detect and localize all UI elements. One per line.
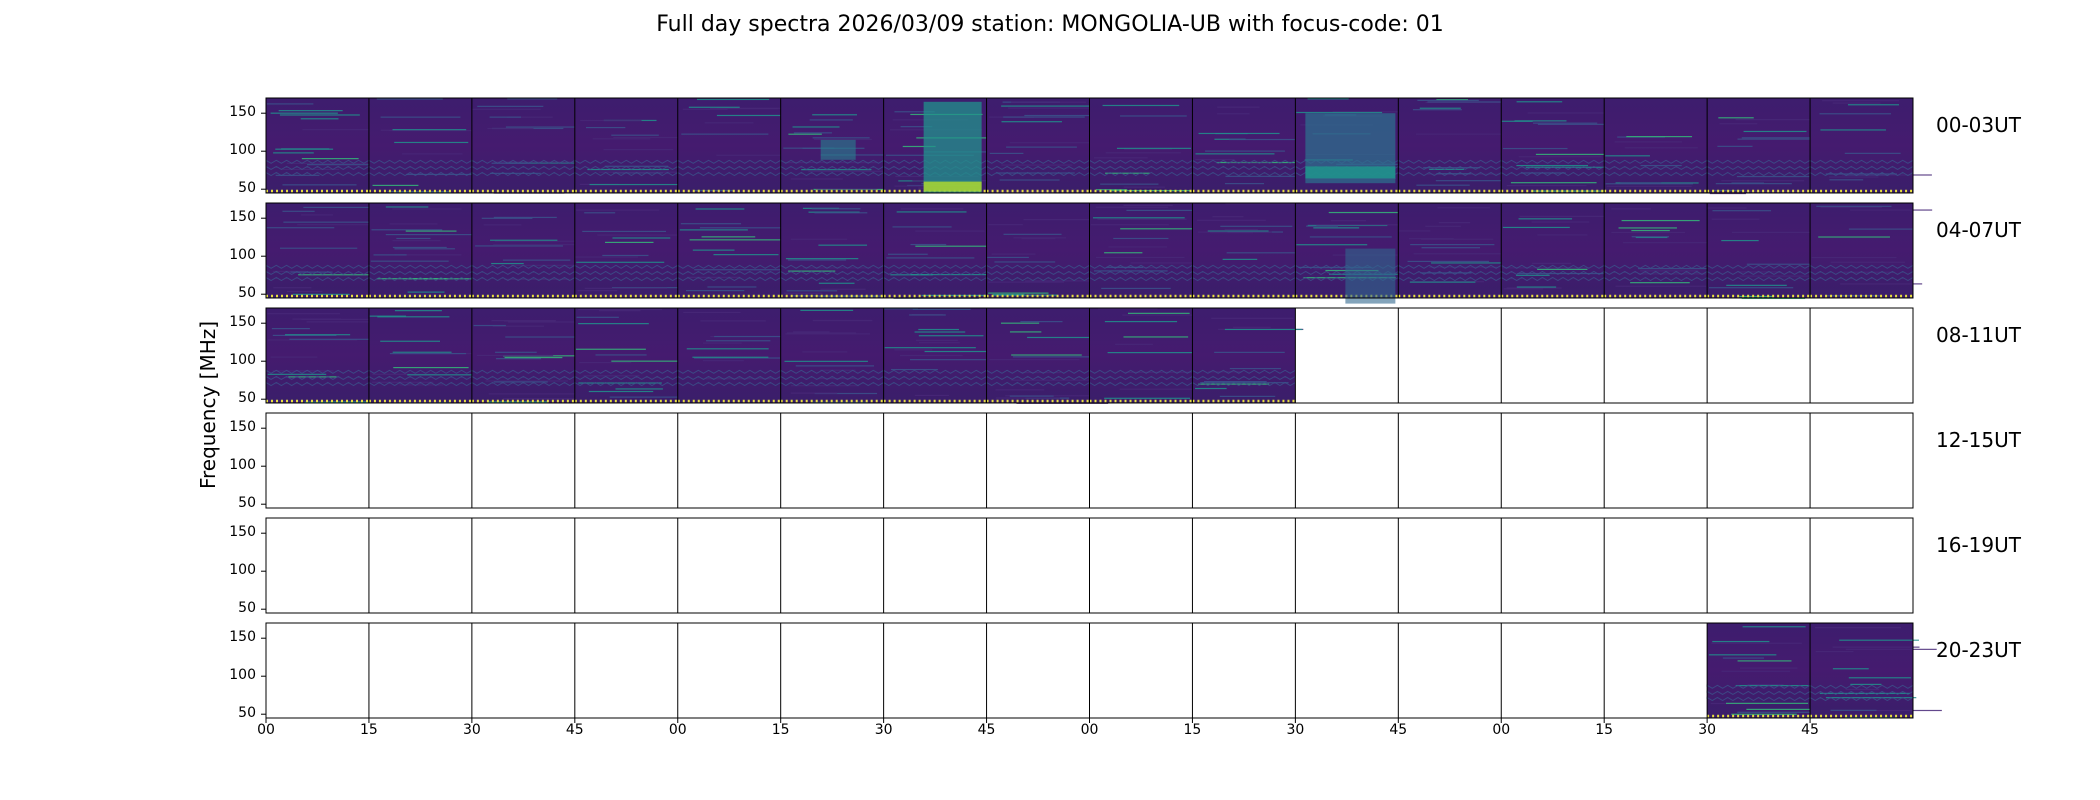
spectrogram-panel <box>1706 623 1823 718</box>
y-tick-label: 150 <box>229 419 256 436</box>
spectrogram-panel <box>574 308 684 403</box>
spectrogram-panel <box>1500 98 1621 193</box>
y-tick-label: 150 <box>229 524 256 541</box>
x-tick-label: 15 <box>1183 722 1202 738</box>
spectrogram-panel <box>677 98 808 193</box>
spectrogram-panel <box>368 308 497 404</box>
spectrogram-panel <box>368 98 479 193</box>
y-tick-label: 100 <box>229 667 256 684</box>
row-label: 12-15UT <box>1936 428 2021 452</box>
y-tick-label: 50 <box>238 390 256 407</box>
y-tick-label: 100 <box>229 352 256 369</box>
x-tick-label: 00 <box>1080 722 1099 738</box>
row-label: 08-11UT <box>1936 323 2021 347</box>
spectrogram-panel <box>883 308 1002 403</box>
spectrogram-panel <box>1191 98 1308 193</box>
spectrogram-panel <box>986 308 1109 404</box>
x-tick-label: 45 <box>1801 722 1819 738</box>
x-tick-label: 00 <box>668 722 687 738</box>
spectrogram-panel <box>1603 98 1708 194</box>
x-tick-label: 00 <box>1492 722 1511 738</box>
spectrogram-panel <box>1089 98 1193 194</box>
spectrogram-panel <box>1603 203 1729 298</box>
row-3 <box>261 412 1914 509</box>
spectrogram-panel <box>1706 98 1822 195</box>
y-tick-label: 50 <box>238 285 256 302</box>
y-tick-label: 100 <box>229 247 256 264</box>
y-tick-label: 50 <box>238 180 256 197</box>
spectrogram-panel <box>1500 203 1605 298</box>
spectrogram-panel <box>574 98 702 193</box>
y-tick-label: 150 <box>229 629 256 646</box>
x-tick-label: 15 <box>771 722 790 738</box>
x-tick-label: 15 <box>1595 722 1614 738</box>
x-tick-label: 30 <box>462 722 481 738</box>
x-tick-label: 00 <box>257 722 275 738</box>
spectrogram-panel <box>471 203 583 298</box>
spectrogram-panel <box>1191 203 1313 298</box>
x-tick-label: 45 <box>977 722 996 738</box>
spectrogram-panel <box>265 98 380 193</box>
spectrogram-panel <box>677 308 800 403</box>
y-tick-label: 50 <box>238 600 256 617</box>
spectrogram-panel <box>1089 203 1222 298</box>
spectrogram-panel <box>1397 203 1512 298</box>
spectrogram-panel <box>265 203 389 298</box>
row-label: 00-03UT <box>1936 113 2021 137</box>
spectrogram-panel <box>1191 308 1304 403</box>
y-tick-label: 100 <box>229 142 256 159</box>
row-4 <box>261 517 1914 614</box>
x-tick-label: 45 <box>1389 722 1408 738</box>
spectrogram-panel <box>986 98 1115 193</box>
spectrogram-panel <box>1706 203 1827 300</box>
spectrogram-panel <box>368 203 478 298</box>
spectrogram-panel <box>1809 623 1942 719</box>
row-0 <box>261 97 1932 195</box>
burst-region <box>1345 248 1396 304</box>
spectrogram-panel <box>677 203 786 298</box>
x-tick-label: 30 <box>874 722 893 738</box>
x-tick-label: 45 <box>565 722 584 738</box>
spectrogram-panel <box>265 308 383 403</box>
spectrogram-panel <box>1089 308 1200 403</box>
spectrogram-panel <box>574 203 681 298</box>
row-label: 04-07UT <box>1936 218 2021 242</box>
y-tick-label: 150 <box>229 314 256 331</box>
x-tick-label: 30 <box>1286 722 1305 738</box>
row-label: 20-23UT <box>1936 638 2021 662</box>
row-2 <box>261 307 1914 404</box>
y-tick-label: 100 <box>229 562 256 579</box>
row-1 <box>261 202 1933 304</box>
row-label: 16-19UT <box>1936 533 2021 557</box>
x-tick-label: 30 <box>1698 722 1717 738</box>
x-tick-label: 15 <box>360 722 378 738</box>
spectrogram-panel <box>1809 203 1933 298</box>
spectrogram-panel <box>471 308 596 403</box>
spectrogram-panel <box>471 98 587 194</box>
spectrogram-panel <box>1809 98 1932 193</box>
y-tick-label: 50 <box>238 495 256 512</box>
y-tick-label: 50 <box>238 705 256 722</box>
spectrogram-panel <box>986 203 1110 298</box>
y-tick-label: 150 <box>229 209 256 226</box>
y-tick-label: 100 <box>229 457 256 474</box>
burst-region <box>923 101 982 193</box>
spectrogram-panel <box>780 308 884 403</box>
row-5 <box>261 622 1942 719</box>
y-tick-label: 150 <box>229 104 256 121</box>
spectrogram-panel <box>1397 98 1524 193</box>
chart-title: Full day spectra 2026/03/09 station: MON… <box>656 12 1444 37</box>
spectrogram-panel <box>780 203 900 298</box>
spectrogram-panel <box>883 203 998 299</box>
